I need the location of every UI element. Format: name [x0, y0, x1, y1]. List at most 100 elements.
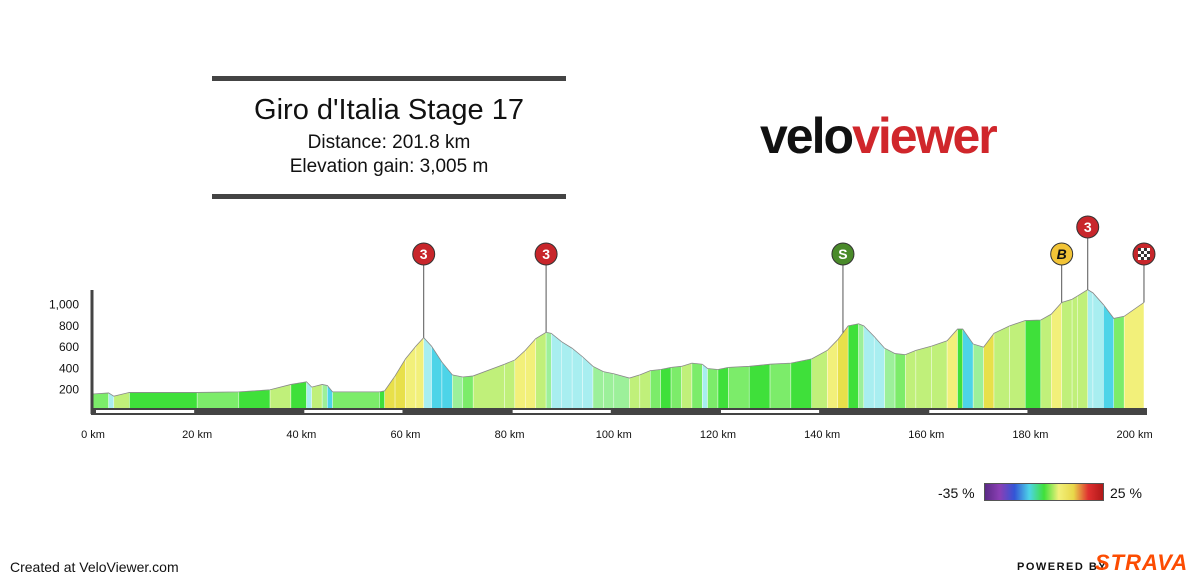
profile-segment — [837, 325, 849, 411]
profile-segment — [931, 340, 948, 411]
strava-logo: STRAVA — [1095, 550, 1189, 575]
elevation-profile-chart: 200 400 600 800 1,000 0 km 20 km 40 km 60 km 80 k… — [49, 215, 1156, 441]
logo-part-viewer: viewer — [852, 108, 998, 164]
finish-flag-cell — [1146, 254, 1150, 257]
profile-segment — [946, 328, 958, 411]
distance-text: Distance: 201.8 km — [307, 132, 471, 153]
profile-segment — [290, 381, 307, 411]
elevation-gain-text: Elevation gain: 3,005 m — [289, 156, 489, 177]
profile-segment — [681, 362, 693, 411]
profile-segment — [749, 363, 771, 411]
profile-segment — [728, 366, 750, 411]
profile-segment — [660, 367, 672, 411]
distance-bar-band — [929, 410, 1028, 413]
climb-3-marker — [412, 242, 436, 266]
profile-segment — [1061, 298, 1073, 411]
profile-segment — [92, 392, 109, 411]
profile-segment — [332, 391, 380, 411]
x-tick-label: 180 km — [1012, 429, 1048, 441]
profile-segment — [811, 350, 828, 411]
y-tick-label: 600 — [59, 340, 79, 354]
profile-segment — [707, 368, 719, 411]
profile-segment — [702, 363, 708, 411]
profile-segment — [894, 353, 906, 411]
profile-segment — [394, 358, 406, 411]
profile-segment — [629, 374, 641, 411]
profile-segment — [972, 343, 984, 411]
finish-flag-cell — [1140, 254, 1144, 257]
profile-segment — [1123, 302, 1145, 411]
profile-segment — [269, 384, 292, 411]
title-box: Giro d'Italia Stage 17 Distance: 201.8 k… — [212, 76, 566, 200]
profile-segment — [545, 332, 552, 411]
x-tick-label: 0 km — [81, 429, 105, 441]
profile-segment — [384, 375, 396, 411]
profile-segment — [905, 350, 917, 411]
profile-segment — [423, 337, 432, 411]
powered-by-label: POWERED BY — [1017, 561, 1108, 573]
finish-flag-cell — [1137, 251, 1141, 254]
finish-flag-cell — [1146, 257, 1150, 260]
bonus-marker-label: B — [1057, 246, 1067, 262]
x-tick-label: 80 km — [495, 429, 525, 441]
climb-3-marker — [1076, 215, 1100, 239]
finish-flag-cell — [1143, 254, 1147, 257]
profile-segment — [472, 363, 505, 411]
finish-flag-cell — [1140, 251, 1144, 254]
profile-segment — [827, 339, 838, 411]
profile-segment — [1103, 303, 1114, 411]
finish-flag-cell — [1146, 248, 1150, 251]
profile-segment — [431, 345, 443, 411]
profile-segment — [717, 367, 729, 411]
title-bottom-rule — [212, 194, 566, 199]
profile-segment — [884, 347, 896, 411]
distance-bar-band — [512, 410, 611, 413]
finish-flag-cell — [1137, 248, 1141, 251]
bonus-marker — [1050, 242, 1074, 266]
profile-segment — [1087, 289, 1094, 411]
finish-flag-cell — [1143, 248, 1147, 251]
profile-segment — [551, 332, 562, 411]
title-top-rule — [212, 76, 566, 81]
profile-segment — [915, 345, 932, 411]
profile-segment — [650, 369, 661, 411]
profile-segment — [670, 366, 682, 411]
y-tick-label: 800 — [59, 319, 79, 333]
finish-flag-cell — [1137, 254, 1141, 257]
profile-segment — [863, 325, 875, 411]
distance-bar — [91, 408, 1147, 415]
profile-segment — [957, 328, 963, 411]
finish-flag-cell — [1143, 251, 1147, 254]
profile-segment — [874, 335, 885, 411]
distance-bar-band — [304, 410, 403, 413]
profile-segment — [321, 384, 328, 411]
finish-flag-cell — [1143, 257, 1147, 260]
sprint-marker-label: S — [838, 246, 847, 262]
veloviewer-logo: veloviewer — [760, 108, 998, 164]
profile-segment — [415, 337, 424, 411]
profile-segment — [769, 362, 792, 411]
profile-segment — [238, 389, 271, 411]
y-tick-label: 1,000 — [49, 298, 79, 312]
profile-segment — [535, 331, 547, 411]
profile-segment — [603, 371, 614, 411]
profile-segment — [405, 345, 417, 411]
profile-segment — [441, 361, 453, 411]
stage-title: Giro d'Italia Stage 17 — [254, 94, 524, 126]
profile-segment — [1051, 301, 1062, 411]
profile-segment — [1092, 292, 1104, 411]
distance-bar-band — [96, 410, 195, 413]
profile-segment — [379, 390, 385, 411]
finish-flag-cell — [1146, 251, 1150, 254]
profile-segment — [592, 366, 604, 411]
gradient-legend-bar — [984, 483, 1104, 501]
profile-segment — [691, 362, 703, 411]
created-at-credit: Created at VeloViewer.com — [10, 559, 179, 575]
y-tick-label: 200 — [59, 383, 79, 397]
profile-segment — [561, 341, 573, 411]
x-tick-label: 120 km — [700, 429, 736, 441]
profile-segment — [311, 384, 323, 411]
legend-high-label: 25 % — [1110, 485, 1142, 501]
x-tick-label: 200 km — [1117, 429, 1153, 441]
profile-segment — [1009, 320, 1026, 411]
